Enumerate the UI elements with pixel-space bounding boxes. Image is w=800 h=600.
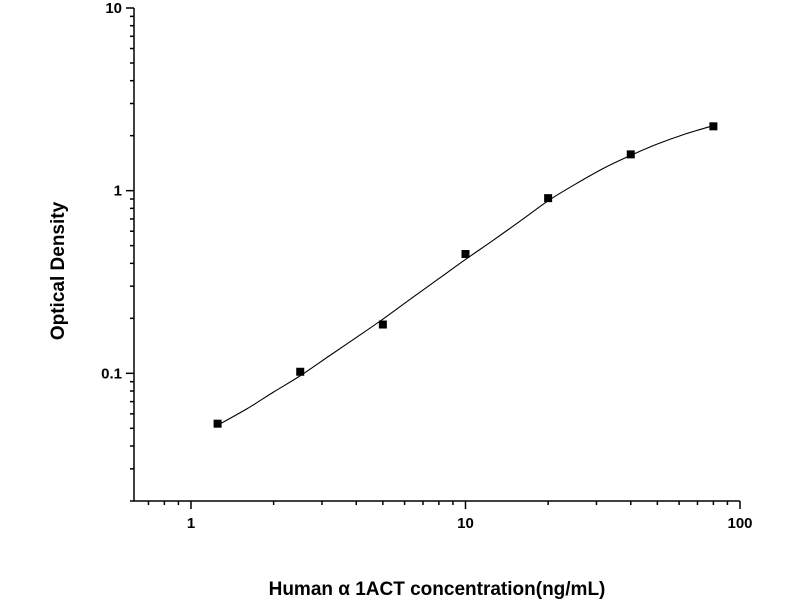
x-tick-label: 100 [727,515,752,532]
y-axis-title: Optical Density [48,201,69,340]
fit-curve-group [217,125,714,426]
y-tick-label: 1 [114,183,122,200]
data-points [213,122,718,428]
x-tick-label: 1 [187,515,195,532]
fit-curve [217,125,714,426]
data-point [709,122,718,131]
axes [133,8,740,502]
data-point [378,320,387,329]
data-point [626,150,635,159]
x-axis-title: Human α 1ACT concentration(ng/mL) [269,579,606,600]
y-tick-label: 0.1 [101,365,122,382]
y-tick-label: 10 [105,0,122,17]
x-tick-label: 10 [457,515,474,532]
ticks: 1 10 100 0.1 1 10 [101,0,752,532]
data-point [213,419,222,428]
data-point [544,194,553,203]
data-point [461,250,470,259]
data-point [296,367,305,376]
